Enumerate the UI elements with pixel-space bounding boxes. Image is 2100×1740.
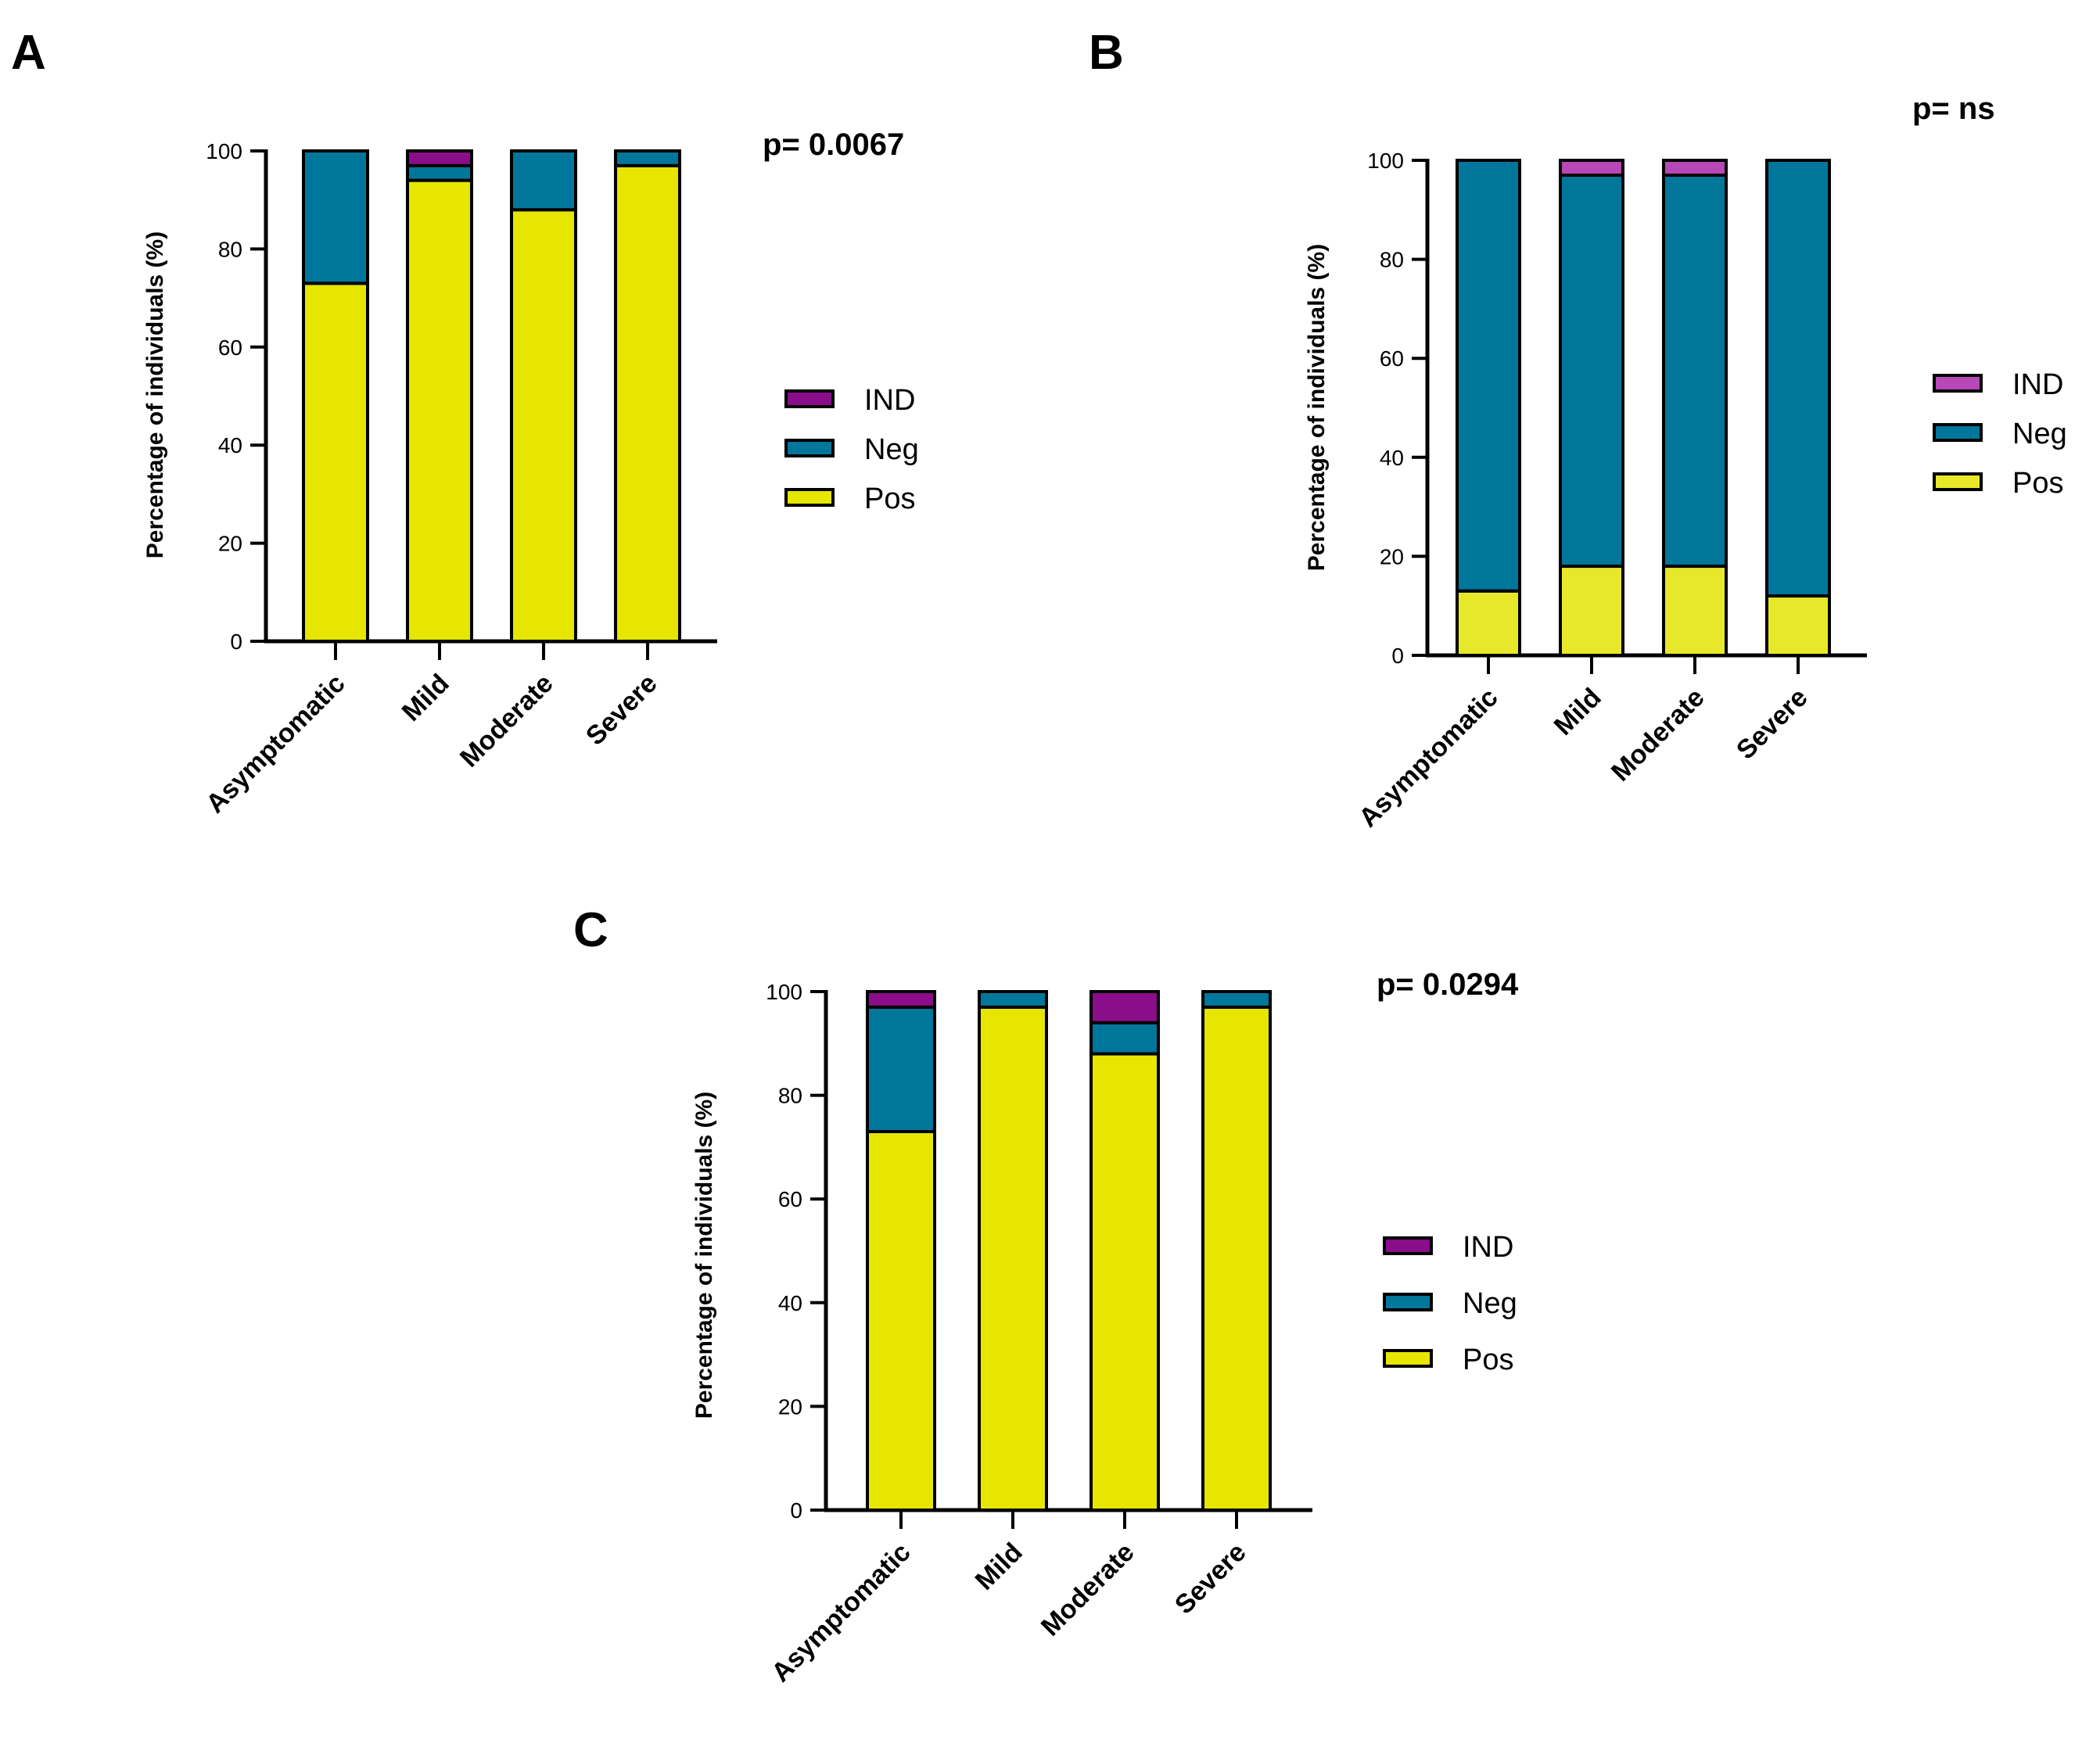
panel-a-bar-mild-pos [406, 178, 473, 643]
panel-a-bar-moderate-pos [510, 208, 577, 643]
panel-b-p-value: p= ns [1912, 91, 1995, 126]
panel-c-y-tick-label: 60 [778, 1187, 802, 1211]
panel-b-legend-swatch-pos [1933, 472, 1983, 491]
panel-a-bar-mild-ind [406, 149, 473, 167]
panel-b-legend-label-ind: IND [2012, 368, 2063, 401]
panel-b-bar-asymptomatic-pos [1456, 589, 1521, 658]
panel-a-legend: IND Neg Pos [784, 384, 919, 515]
panel-c-y-tick-label: 100 [766, 980, 802, 1004]
panel-a-y-axis-label: Percentage of individuals (%) [142, 231, 168, 558]
panel-b-x-tick-label: Moderate [1606, 683, 1711, 787]
panel-b-legend-swatch-neg [1933, 423, 1983, 442]
panel-a-y-tick-label: 100 [206, 139, 242, 163]
panel-letter-b: B [1089, 26, 1124, 80]
panel-c-y-tick-label: 80 [778, 1084, 802, 1108]
panel-b-x-tick-label: Mild [1549, 683, 1607, 741]
panel-a-y-tick-label: 40 [218, 433, 242, 457]
panel-a-legend-swatch-neg [784, 439, 835, 457]
panel-a-y-tick-label: 0 [230, 630, 242, 654]
panel-a-legend-label-pos: Pos [864, 483, 915, 515]
panel-a-y-tick-label: 20 [218, 532, 242, 556]
panel-b-bar-moderate-ind [1662, 159, 1728, 177]
panel-c-y-tick-label: 20 [778, 1394, 802, 1419]
panel-c-p-value: p= 0.0294 [1377, 967, 1519, 1002]
panel-a-bar-asymptomatic-pos [302, 282, 369, 643]
panel-c-bar-moderate-neg [1089, 1021, 1160, 1056]
panel-c-bars [866, 990, 1272, 1512]
panel-b-legend: IND Neg Pos [1933, 368, 2067, 500]
panel-a-bars [302, 149, 681, 643]
panel-b-bar-severe-pos [1765, 594, 1831, 657]
panel-a-y-tick-label: 80 [218, 237, 242, 261]
panel-b-bar-moderate-pos [1662, 565, 1728, 657]
panel-b-legend-swatch-ind [1933, 374, 1983, 393]
panel-b-x-tick-label: Asymptomatic [1353, 683, 1504, 834]
panel-a-bar-severe-neg [614, 149, 681, 167]
panel-b-bar-mild-ind [1559, 159, 1624, 177]
panel-c: C p= 0.0294 Percentage of individuals (%… [573, 903, 1519, 1688]
panel-a-bar-mild-neg [406, 163, 473, 182]
panel-a-p-value: p= 0.0067 [763, 127, 904, 162]
panel-b-legend-label-pos: Pos [2012, 467, 2063, 500]
panel-c-bar-severe-neg [1201, 990, 1272, 1009]
panel-b-y-tick-label: 20 [1380, 544, 1404, 569]
panel-a-x-tick-label: Severe [580, 669, 663, 752]
panel-a-y-tick-label: 60 [218, 335, 242, 360]
panel-a-bar-severe-pos [614, 163, 681, 643]
panel-a-bar-asymptomatic-neg [302, 149, 369, 285]
panel-b-bars [1456, 159, 1831, 658]
panel-a-x-tick-label: Asymptomatic [200, 669, 351, 820]
panel-c-y-tick-label: 0 [790, 1498, 802, 1523]
panel-c-x-tick-label: Severe [1169, 1537, 1252, 1620]
panel-b-y-axis-label: Percentage of individuals (%) [1304, 244, 1330, 571]
panel-c-bar-moderate-pos [1089, 1052, 1160, 1512]
panel-c-legend-swatch-pos [1383, 1349, 1433, 1368]
panel-b-y-tick-label: 100 [1367, 149, 1404, 173]
panel-b-bar-mild-neg [1559, 173, 1624, 569]
panel-a-x-tick-label: Mild [397, 669, 455, 727]
panel-b-y-tick-label: 0 [1391, 644, 1404, 668]
panel-c-legend-label-neg: Neg [1463, 1287, 1517, 1320]
panel-c-bar-moderate-ind [1089, 990, 1160, 1024]
panel-c-y-tick-label: 40 [778, 1291, 802, 1315]
panel-c-legend-swatch-ind [1383, 1236, 1433, 1255]
panel-c-legend-label-pos: Pos [1463, 1344, 1513, 1376]
panel-letter-c: C [573, 903, 608, 957]
panel-c-bar-severe-pos [1201, 1005, 1272, 1512]
panel-c-bar-asymptomatic-neg [866, 1005, 936, 1134]
panel-c-bar-mild-neg [978, 990, 1048, 1009]
panel-b-bar-severe-neg [1765, 159, 1831, 598]
panel-c-x-tick-label: Mild [970, 1537, 1028, 1596]
panel-b-y-tick-label: 60 [1380, 346, 1404, 371]
panel-b-bar-mild-pos [1559, 565, 1624, 657]
panel-b-bar-moderate-neg [1662, 173, 1728, 569]
panel-c-legend-label-ind: IND [1463, 1231, 1513, 1264]
panel-a-legend-label-neg: Neg [864, 433, 919, 466]
panel-c-legend: IND Neg Pos [1383, 1231, 1517, 1376]
panel-c-y-axis-label: Percentage of individuals (%) [691, 1092, 717, 1419]
panel-c-x-tick-label: Asymptomatic [766, 1537, 917, 1688]
panel-b-y-tick-label: 40 [1380, 446, 1404, 470]
panel-c-legend-swatch-neg [1383, 1293, 1433, 1311]
panel-a-legend-label-ind: IND [864, 384, 915, 417]
panel-b: B p= ns Percentage of individuals (%) 0 2… [1089, 26, 2067, 833]
panel-a-legend-swatch-ind [784, 389, 835, 408]
panel-b-y-tick-label: 80 [1380, 248, 1404, 272]
panel-a-x-tick-label: Moderate [454, 669, 559, 773]
panel-b-bar-asymptomatic-neg [1456, 159, 1521, 593]
panel-c-bar-mild-pos [978, 1005, 1048, 1512]
panel-c-bar-asymptomatic-ind [866, 990, 936, 1009]
panel-b-legend-label-neg: Neg [2012, 418, 2067, 450]
panel-a-legend-swatch-pos [784, 488, 835, 507]
panel-c-bar-asymptomatic-pos [866, 1130, 936, 1512]
panel-c-x-tick-label: Moderate [1036, 1537, 1140, 1642]
panel-a: A p= 0.0067 Percentage of individuals (%… [11, 26, 919, 819]
panel-letter-a: A [11, 26, 46, 80]
panel-a-bar-moderate-neg [510, 149, 577, 212]
panel-b-x-tick-label: Severe [1731, 683, 1814, 766]
